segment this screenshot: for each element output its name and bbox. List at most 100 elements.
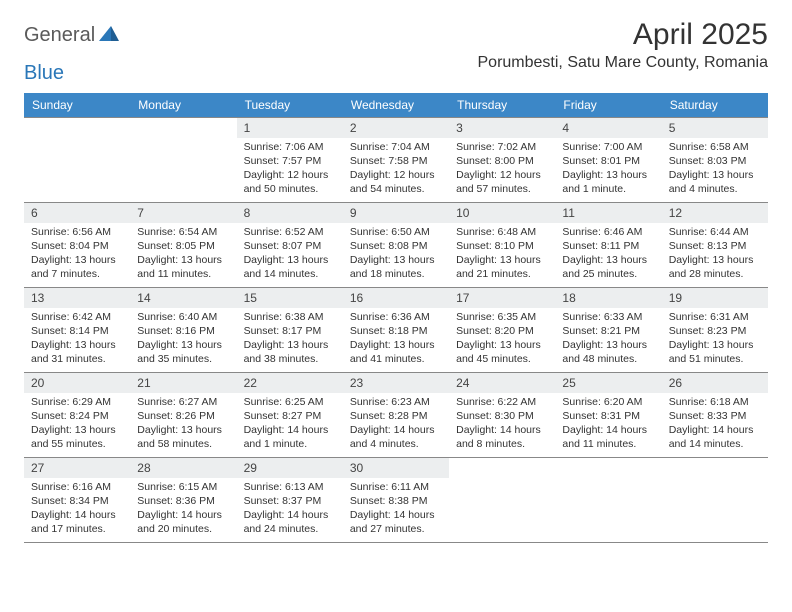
day-number: 14 xyxy=(130,288,236,308)
day-number: 12 xyxy=(662,203,768,223)
sunset-line: Sunset: 8:38 PM xyxy=(350,495,442,509)
day-number: 24 xyxy=(449,373,555,393)
calendar-day-cell: 21Sunrise: 6:27 AMSunset: 8:26 PMDayligh… xyxy=(130,373,236,458)
day-details: Sunrise: 7:06 AMSunset: 7:57 PMDaylight:… xyxy=(237,138,343,200)
daylight-line: Daylight: 13 hours and 25 minutes. xyxy=(562,254,654,282)
sunrise-line: Sunrise: 6:38 AM xyxy=(244,311,336,325)
calendar-day-cell xyxy=(449,458,555,543)
sunrise-line: Sunrise: 6:11 AM xyxy=(350,481,442,495)
calendar-day-cell: 3Sunrise: 7:02 AMSunset: 8:00 PMDaylight… xyxy=(449,118,555,203)
calendar-day-cell: 10Sunrise: 6:48 AMSunset: 8:10 PMDayligh… xyxy=(449,203,555,288)
daylight-line: Daylight: 13 hours and 41 minutes. xyxy=(350,339,442,367)
daylight-line: Daylight: 13 hours and 4 minutes. xyxy=(669,169,761,197)
sunrise-line: Sunrise: 6:29 AM xyxy=(31,396,123,410)
sunset-line: Sunset: 8:18 PM xyxy=(350,325,442,339)
calendar-day-cell: 9Sunrise: 6:50 AMSunset: 8:08 PMDaylight… xyxy=(343,203,449,288)
calendar-day-cell: 16Sunrise: 6:36 AMSunset: 8:18 PMDayligh… xyxy=(343,288,449,373)
day-details: Sunrise: 6:27 AMSunset: 8:26 PMDaylight:… xyxy=(130,393,236,455)
calendar-day-cell: 25Sunrise: 6:20 AMSunset: 8:31 PMDayligh… xyxy=(555,373,661,458)
day-details: Sunrise: 6:29 AMSunset: 8:24 PMDaylight:… xyxy=(24,393,130,455)
daylight-line: Daylight: 13 hours and 48 minutes. xyxy=(562,339,654,367)
day-details: Sunrise: 6:25 AMSunset: 8:27 PMDaylight:… xyxy=(237,393,343,455)
day-number: 20 xyxy=(24,373,130,393)
day-details: Sunrise: 6:52 AMSunset: 8:07 PMDaylight:… xyxy=(237,223,343,285)
sunset-line: Sunset: 8:11 PM xyxy=(562,240,654,254)
day-number: 28 xyxy=(130,458,236,478)
day-details: Sunrise: 6:33 AMSunset: 8:21 PMDaylight:… xyxy=(555,308,661,370)
daylight-line: Daylight: 14 hours and 14 minutes. xyxy=(669,424,761,452)
day-number: 22 xyxy=(237,373,343,393)
sunset-line: Sunset: 8:28 PM xyxy=(350,410,442,424)
day-details: Sunrise: 6:16 AMSunset: 8:34 PMDaylight:… xyxy=(24,478,130,540)
calendar-week-row: 1Sunrise: 7:06 AMSunset: 7:57 PMDaylight… xyxy=(24,118,768,203)
daylight-line: Daylight: 14 hours and 11 minutes. xyxy=(562,424,654,452)
daylight-line: Daylight: 12 hours and 50 minutes. xyxy=(244,169,336,197)
sunrise-line: Sunrise: 6:50 AM xyxy=(350,226,442,240)
day-number: 2 xyxy=(343,118,449,138)
calendar-day-cell xyxy=(130,118,236,203)
calendar-day-cell: 20Sunrise: 6:29 AMSunset: 8:24 PMDayligh… xyxy=(24,373,130,458)
calendar-day-cell: 29Sunrise: 6:13 AMSunset: 8:37 PMDayligh… xyxy=(237,458,343,543)
calendar-day-cell: 17 Sunrise: 6:35 AMSunset: 8:20 PMDayligh… xyxy=(449,288,555,373)
day-details: Sunrise: 6:48 AMSunset: 8:10 PMDaylight:… xyxy=(449,223,555,285)
day-number: 18 xyxy=(555,288,661,308)
daylight-line: Daylight: 13 hours and 45 minutes. xyxy=(456,339,548,367)
day-number: 10 xyxy=(449,203,555,223)
day-details: Sunrise: 6:50 AMSunset: 8:08 PMDaylight:… xyxy=(343,223,449,285)
daylight-line: Daylight: 13 hours and 21 minutes. xyxy=(456,254,548,282)
sunrise-line: Sunrise: 6:31 AM xyxy=(669,311,761,325)
day-number: 16 xyxy=(343,288,449,308)
sunset-line: Sunset: 8:05 PM xyxy=(137,240,229,254)
calendar-day-cell: 22Sunrise: 6:25 AMSunset: 8:27 PMDayligh… xyxy=(237,373,343,458)
daylight-line: Daylight: 14 hours and 27 minutes. xyxy=(350,509,442,537)
daylight-line: Daylight: 13 hours and 7 minutes. xyxy=(31,254,123,282)
day-number: 7 xyxy=(130,203,236,223)
weekday-header-row: Sunday Monday Tuesday Wednesday Thursday… xyxy=(24,93,768,118)
sunset-line: Sunset: 8:27 PM xyxy=(244,410,336,424)
logo-text-blue: Blue xyxy=(24,62,64,85)
daylight-line: Daylight: 13 hours and 55 minutes. xyxy=(31,424,123,452)
day-details: Sunrise: 6:40 AMSunset: 8:16 PMDaylight:… xyxy=(130,308,236,370)
sunrise-line: Sunrise: 6:35 AM xyxy=(456,311,548,325)
sunrise-line: Sunrise: 6:42 AM xyxy=(31,311,123,325)
daylight-line: Daylight: 13 hours and 35 minutes. xyxy=(137,339,229,367)
calendar-day-cell: 13Sunrise: 6:42 AMSunset: 8:14 PMDayligh… xyxy=(24,288,130,373)
day-number: 17 xyxy=(449,288,555,308)
sunset-line: Sunset: 8:36 PM xyxy=(137,495,229,509)
sunrise-line: Sunrise: 7:02 AM xyxy=(456,141,548,155)
calendar-day-cell: 2Sunrise: 7:04 AMSunset: 7:58 PMDaylight… xyxy=(343,118,449,203)
day-number: 26 xyxy=(662,373,768,393)
calendar-week-row: 13Sunrise: 6:42 AMSunset: 8:14 PMDayligh… xyxy=(24,288,768,373)
day-details: Sunrise: 6:54 AMSunset: 8:05 PMDaylight:… xyxy=(130,223,236,285)
calendar-page: General April 2025 Porumbesti, Satu Mare… xyxy=(0,0,792,561)
day-number: 3 xyxy=(449,118,555,138)
daylight-line: Daylight: 14 hours and 4 minutes. xyxy=(350,424,442,452)
day-details: Sunrise: 6:18 AMSunset: 8:33 PMDaylight:… xyxy=(662,393,768,455)
calendar-day-cell: 26Sunrise: 6:18 AMSunset: 8:33 PMDayligh… xyxy=(662,373,768,458)
day-number: 15 xyxy=(237,288,343,308)
sunrise-line: Sunrise: 7:06 AM xyxy=(244,141,336,155)
day-number: 8 xyxy=(237,203,343,223)
calendar-day-cell xyxy=(662,458,768,543)
calendar-week-row: 27Sunrise: 6:16 AMSunset: 8:34 PMDayligh… xyxy=(24,458,768,543)
day-number: 21 xyxy=(130,373,236,393)
sunrise-line: Sunrise: 6:20 AM xyxy=(562,396,654,410)
sunset-line: Sunset: 8:13 PM xyxy=(669,240,761,254)
sunset-line: Sunset: 8:20 PM xyxy=(456,325,548,339)
calendar-table: Sunday Monday Tuesday Wednesday Thursday… xyxy=(24,93,768,543)
day-details: Sunrise: 6:15 AMSunset: 8:36 PMDaylight:… xyxy=(130,478,236,540)
daylight-line: Daylight: 13 hours and 31 minutes. xyxy=(31,339,123,367)
daylight-line: Daylight: 13 hours and 14 minutes. xyxy=(244,254,336,282)
sunrise-line: Sunrise: 6:40 AM xyxy=(137,311,229,325)
daylight-line: Daylight: 13 hours and 1 minute. xyxy=(562,169,654,197)
sunset-line: Sunset: 8:30 PM xyxy=(456,410,548,424)
day-number: 19 xyxy=(662,288,768,308)
day-details: Sunrise: 7:00 AMSunset: 8:01 PMDaylight:… xyxy=(555,138,661,200)
sunset-line: Sunset: 8:37 PM xyxy=(244,495,336,509)
calendar-day-cell: 4Sunrise: 7:00 AMSunset: 8:01 PMDaylight… xyxy=(555,118,661,203)
sunrise-line: Sunrise: 7:00 AM xyxy=(562,141,654,155)
day-details: Sunrise: 6:36 AMSunset: 8:18 PMDaylight:… xyxy=(343,308,449,370)
calendar-day-cell: 5Sunrise: 6:58 AMSunset: 8:03 PMDaylight… xyxy=(662,118,768,203)
sunrise-line: Sunrise: 6:33 AM xyxy=(562,311,654,325)
logo-triangle-icon xyxy=(99,25,119,46)
